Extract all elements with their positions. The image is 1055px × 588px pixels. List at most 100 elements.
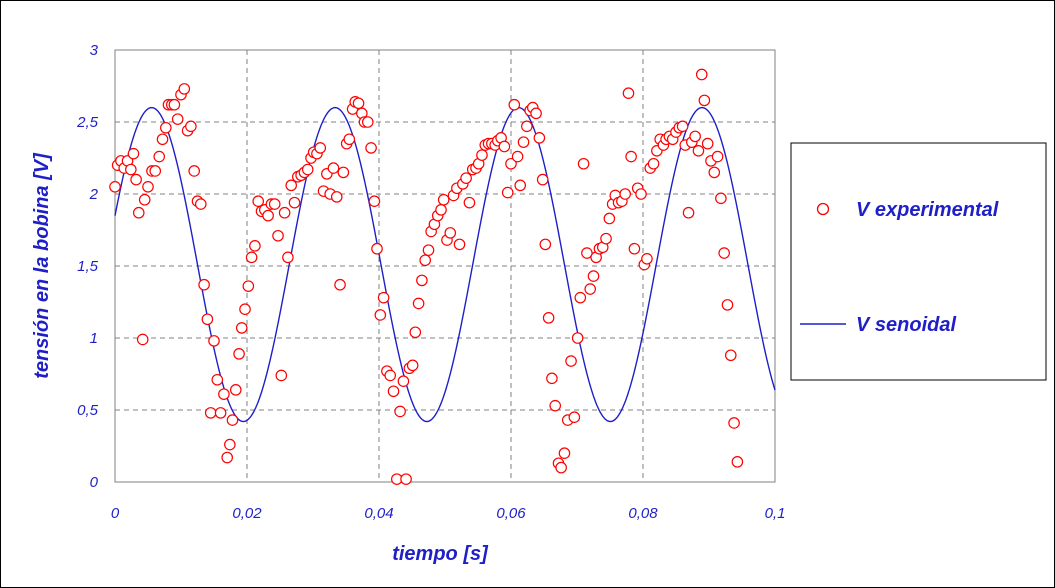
data-point: [387, 385, 400, 398]
data-point: [156, 133, 169, 146]
data-point: [301, 163, 314, 176]
data-point: [361, 116, 374, 128]
data-point: [619, 188, 631, 200]
data-point: [262, 209, 274, 222]
y-tick-label: 0: [90, 474, 99, 491]
data-point: [204, 407, 217, 419]
data-point: [208, 335, 220, 347]
y-tick-label: 2,5: [76, 114, 99, 131]
data-point: [508, 98, 521, 111]
y-tick-label: 3: [90, 42, 99, 59]
y-axis-title: tensión en la bobina [V]: [31, 152, 53, 379]
data-point: [371, 242, 383, 255]
data-point: [397, 375, 410, 387]
data-point: [394, 405, 406, 418]
legend-marker-experimental: [816, 202, 830, 216]
data-point: [437, 193, 450, 206]
data-point: [195, 198, 207, 210]
data-point: [628, 242, 641, 255]
data-point: [368, 195, 381, 207]
data-point: [568, 411, 581, 423]
data-point: [453, 238, 466, 251]
data-point: [476, 149, 488, 161]
data-point: [224, 438, 236, 451]
data-point: [505, 157, 517, 170]
data-point: [149, 165, 162, 177]
data-point: [168, 98, 181, 111]
data-point: [226, 414, 239, 426]
data-point: [682, 206, 695, 219]
data-point: [715, 192, 727, 205]
legend-box: [790, 142, 1047, 381]
data-point: [288, 196, 301, 209]
data-point: [127, 147, 140, 160]
data-point: [352, 97, 365, 110]
data-point: [365, 142, 377, 154]
data-point: [374, 309, 387, 321]
data-point: [153, 150, 166, 163]
data-point: [384, 369, 397, 382]
data-point: [565, 355, 577, 367]
data-point: [406, 359, 419, 372]
data-point: [422, 244, 435, 256]
series-experimental: [109, 68, 744, 485]
data-point: [214, 407, 227, 419]
data-point: [218, 388, 230, 400]
data-point: [701, 137, 714, 150]
data-point: [138, 193, 151, 206]
data-point: [514, 179, 527, 192]
data-point: [460, 172, 472, 184]
x-tick-label: 0: [111, 505, 120, 522]
data-point: [501, 186, 514, 199]
data-point: [327, 162, 340, 174]
y-tick-labels: 0 0,5 1 1,5 2 2,5 3: [76, 42, 99, 491]
data-point: [708, 166, 721, 179]
data-point: [574, 291, 587, 304]
data-point: [188, 165, 200, 177]
data-point: [132, 206, 145, 219]
data-point: [409, 326, 422, 339]
data-point: [521, 120, 533, 133]
data-point: [711, 150, 724, 163]
data-point: [211, 373, 224, 386]
data-point: [498, 140, 511, 153]
y-tick-label: 2: [89, 186, 99, 203]
legend-label-senoidal: V senoidal: [856, 314, 956, 336]
data-point: [698, 94, 711, 107]
data-point: [728, 417, 740, 429]
data-point: [692, 145, 705, 157]
data-point: [171, 113, 184, 125]
data-point: [330, 191, 343, 203]
data-point: [268, 198, 281, 210]
data-point: [641, 252, 653, 265]
data-point: [558, 447, 571, 459]
data-point: [233, 348, 245, 360]
data-point: [584, 283, 596, 295]
y-tick-label: 0,5: [77, 402, 99, 419]
data-point: [530, 107, 542, 120]
data-point: [546, 372, 558, 385]
data-point: [536, 173, 549, 186]
data-point: [275, 369, 288, 382]
data-point: [721, 299, 734, 311]
x-tick-label: 0,04: [364, 505, 393, 522]
data-point: [272, 229, 284, 242]
data-point: [731, 456, 744, 468]
data-point: [221, 451, 233, 464]
plot-border: [114, 49, 776, 483]
legend-label-experimental: V experimental: [856, 199, 999, 221]
grid: [115, 50, 775, 482]
y-tick-label: 1: [90, 330, 98, 347]
data-point: [676, 120, 689, 133]
data-point: [239, 303, 251, 315]
data-point: [435, 204, 447, 216]
data-point: [285, 179, 298, 192]
x-axis-title: tiempo [s]: [392, 543, 489, 565]
data-point: [337, 166, 350, 179]
data-point: [463, 196, 476, 209]
data-point: [130, 173, 142, 186]
data-point: [647, 157, 660, 170]
data-point: [400, 473, 412, 485]
data-point: [314, 142, 327, 154]
